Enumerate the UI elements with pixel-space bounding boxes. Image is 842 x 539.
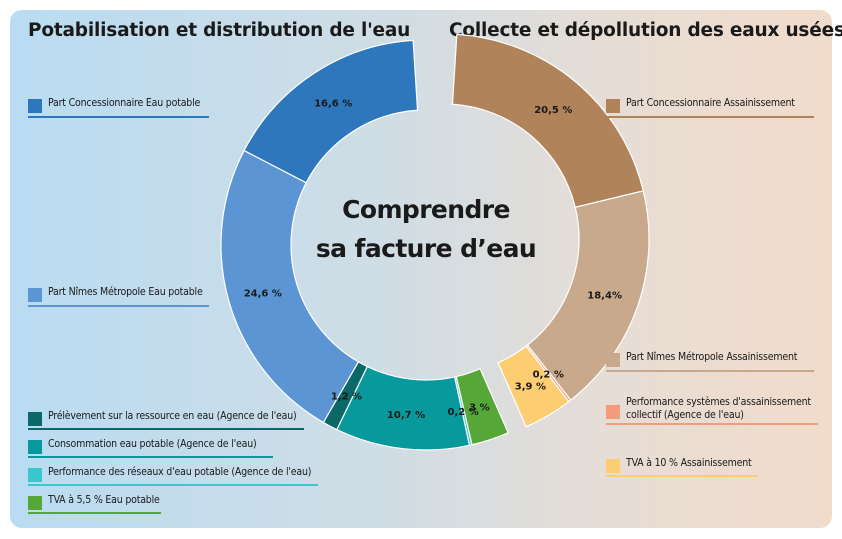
legend-swatch xyxy=(28,99,42,113)
legend-label: Prélèvement sur la ressource en eau (Age… xyxy=(48,410,297,422)
donut-slice xyxy=(336,365,471,451)
legend-underline xyxy=(28,484,318,486)
donut-slice xyxy=(451,33,645,209)
slice-data-label: 18,4% xyxy=(587,291,622,302)
legend-label: Part Nîmes Métropole Eau potable xyxy=(48,286,203,298)
slice-data-label: 1,2 % xyxy=(331,391,362,402)
slice-data-label: 0,2 % xyxy=(533,369,564,380)
legend-label: Part Concessionnaire Eau potable xyxy=(48,97,201,109)
donut-slice xyxy=(322,361,369,431)
legend-swatch xyxy=(28,288,42,302)
title-wastewater: Collecte et dépollution des eaux usées xyxy=(449,20,842,41)
donut-slice xyxy=(243,39,419,184)
legend-underline xyxy=(606,423,818,425)
legend-swatch xyxy=(606,459,620,473)
legend-swatch xyxy=(606,405,620,419)
legend-label: Performance systèmes d'assainissement co… xyxy=(626,396,811,421)
legend-swatch xyxy=(28,412,42,426)
donut-slice xyxy=(220,149,360,424)
legend-label: Part Nîmes Métropole Assainissement xyxy=(626,351,798,363)
legend-label: TVA à 5,5 % Eau potable xyxy=(48,494,160,506)
title-drinking-water: Potabilisation et distribution de l'eau xyxy=(28,20,411,41)
slice-data-label: 10,7 % xyxy=(387,410,425,421)
legend-underline xyxy=(606,370,814,372)
legend-swatch xyxy=(28,496,42,510)
legend-underline xyxy=(28,305,209,307)
center-title-line1: Comprendre xyxy=(342,195,510,224)
donut-slice xyxy=(497,345,570,428)
legend-swatch xyxy=(28,468,42,482)
legend-label: Part Concessionnaire Assainissement xyxy=(626,97,795,109)
slice-data-label: 3 % xyxy=(469,402,489,413)
donut-slices xyxy=(220,33,650,451)
legend-underline xyxy=(28,428,304,430)
donut-data-labels: 16,6 %24,6 %1,2 %10,7 % 0,2 %3 %20,5 %18,… xyxy=(244,99,622,421)
legend-swatch xyxy=(28,440,42,454)
legend-label: Consommation eau potable (Agence de l'ea… xyxy=(48,438,257,450)
legend-label: Performance des réseaux d'eau potable (A… xyxy=(48,466,312,478)
legend-underline xyxy=(28,116,209,118)
legend-underline xyxy=(28,456,273,458)
slice-data-label: 16,6 % xyxy=(314,99,352,110)
legend-underline xyxy=(606,475,758,477)
legend-underline xyxy=(606,116,814,118)
legend-swatch xyxy=(606,353,620,367)
slice-data-label: 24,6 % xyxy=(244,289,282,300)
slice-data-label: 20,5 % xyxy=(534,105,572,116)
slice-data-label: 3,9 % xyxy=(515,381,546,392)
legend-swatch xyxy=(606,99,620,113)
legend-label: TVA à 10 % Assainissement xyxy=(626,457,752,469)
slice-data-label: 0,2 % xyxy=(448,407,479,418)
center-title-line2: sa facture d’eau xyxy=(315,234,537,263)
donut-slice xyxy=(455,367,509,446)
legend-underline xyxy=(28,512,161,514)
